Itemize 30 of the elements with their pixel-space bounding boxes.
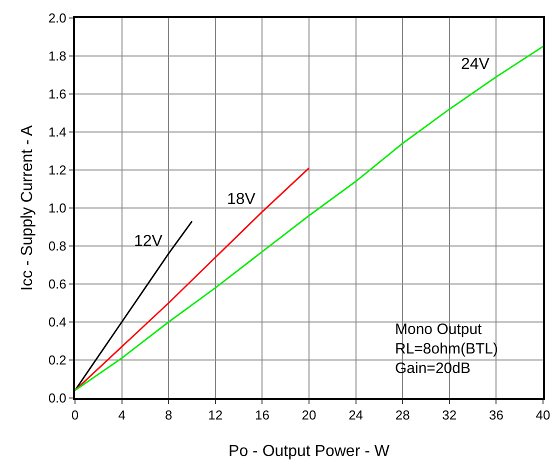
y-tick-label: 0.6 <box>48 276 66 292</box>
y-tick-label: 1.0 <box>48 200 66 216</box>
y-tick-label: 0.2 <box>48 352 66 368</box>
y-tick-label: 0.0 <box>48 390 66 406</box>
x-tick-label: 32 <box>442 408 457 423</box>
y-tick-label: 1.2 <box>48 162 66 178</box>
y-tick-label: 2.0 <box>48 10 66 26</box>
y-tick-label: 1.4 <box>48 124 66 140</box>
x-tick-label: 24 <box>348 408 364 423</box>
y-tick-label: 1.8 <box>48 48 66 64</box>
line-series <box>75 167 310 392</box>
x-tick-label: 40 <box>536 408 550 423</box>
annotation: Mono Output RL=8ohm(BTL) Gain=20dB <box>395 321 498 377</box>
x-tick-label: 20 <box>302 408 316 423</box>
x-axis-title: Po - Output Power - W <box>228 443 390 460</box>
series-label: 12V <box>134 233 163 250</box>
x-tick-label: 4 <box>118 408 126 423</box>
x-tick-label: 0 <box>71 408 79 423</box>
y-axis-title: Icc - Supply Current - A <box>19 124 36 291</box>
x-tick-label: 28 <box>395 408 410 423</box>
series-label: 24V <box>461 56 490 73</box>
x-tick-label: 36 <box>488 408 504 423</box>
x-tick-label: 12 <box>208 408 223 423</box>
y-tick-label: 1.6 <box>48 86 66 102</box>
line-series <box>75 46 543 392</box>
y-tick-label: 0.8 <box>48 238 66 254</box>
x-tick-label: 16 <box>254 408 270 423</box>
y-tick-label: 0.4 <box>48 314 66 330</box>
series-label: 18V <box>227 191 256 208</box>
x-tick-label: 8 <box>164 408 172 423</box>
